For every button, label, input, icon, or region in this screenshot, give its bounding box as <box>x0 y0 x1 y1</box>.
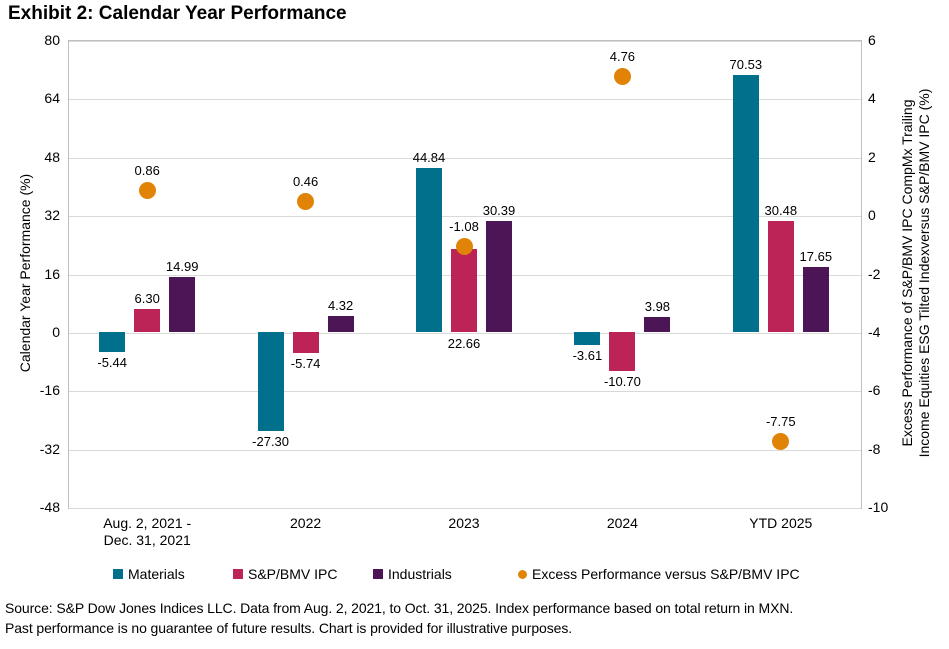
bar-value-label: 3.98 <box>644 299 671 315</box>
bar-s-p-bmv-ipc <box>767 220 794 332</box>
y-tick-label: -48 <box>39 499 60 515</box>
gridline <box>69 332 861 334</box>
y2-tick-label: 6 <box>868 32 876 48</box>
right-axis-title-line2: Income Equities ESG Tilted Indexversus S… <box>916 88 932 458</box>
source-line1: Source: S&P Dow Jones Indices LLC. Data … <box>5 600 794 616</box>
gridline <box>69 449 861 451</box>
y-tick-label: 32 <box>44 207 60 224</box>
excess-performance-dot <box>297 193 315 211</box>
y2-tick-label: -2 <box>868 265 881 282</box>
bar-materials <box>99 331 126 352</box>
x-axis-label: Aug. 2, 2021 - Dec. 31, 2021 <box>103 515 192 548</box>
bar-value-label: -10.70 <box>603 373 641 389</box>
legend-item-excess: Excess Performance versus S&P/BMV IPC <box>518 566 800 582</box>
bar-industrials <box>327 316 354 332</box>
y2-tick-label: -6 <box>868 382 881 399</box>
bar-value-label: 30.39 <box>482 202 516 218</box>
x-axis-label: YTD 2025 <box>749 515 813 531</box>
bar-value-label: -27.30 <box>252 434 290 450</box>
y-tick-label: 48 <box>44 148 60 165</box>
x-axis-label: 2022 <box>290 515 322 531</box>
y-tick-label: 16 <box>44 265 60 282</box>
bar-materials <box>257 331 284 432</box>
bar-industrials <box>169 277 196 332</box>
bar-value-label: -3.61 <box>572 348 603 364</box>
gridline <box>69 508 861 509</box>
y2-tick-label: -4 <box>868 323 881 340</box>
bar-materials <box>574 331 601 346</box>
industrials-swatch-icon <box>373 569 383 579</box>
y2-tick-label: 2 <box>868 148 876 165</box>
bar-value-label: 22.66 <box>447 335 481 351</box>
bar-s-p-bmv-ipc <box>134 308 161 332</box>
bar-value-label: 14.99 <box>165 259 199 275</box>
bar-s-p-bmv-ipc <box>609 331 636 371</box>
materials-swatch-icon <box>113 569 123 579</box>
right-axis-title: Excess Performance of S&P/BMV IPC CompMx… <box>899 89 933 458</box>
source-line2: Past performance is no guarantee of futu… <box>5 620 573 636</box>
gridline <box>69 41 861 42</box>
y2-tick-label: -8 <box>868 440 881 457</box>
bar-value-label: -5.44 <box>97 354 128 370</box>
excess-value-label: 0.46 <box>292 174 319 190</box>
x-axis-label: 2023 <box>448 515 480 531</box>
bar-value-label: 44.84 <box>412 150 446 166</box>
bar-s-p-bmv-ipc <box>292 331 319 353</box>
gridline <box>69 99 861 101</box>
bar-industrials <box>644 317 671 332</box>
legend-label: Materials <box>128 566 185 582</box>
legend-item-industrials: Industrials <box>373 566 452 582</box>
legend: Materials S&P/BMV IPC Industrials Excess… <box>0 566 949 586</box>
y2-tick-label: 0 <box>868 207 876 224</box>
ipc-swatch-icon <box>233 569 243 579</box>
y-tick-label: 80 <box>44 32 60 48</box>
legend-label: Industrials <box>388 566 452 582</box>
bar-value-label: 6.30 <box>134 290 160 306</box>
legend-label: Excess Performance versus S&P/BMV IPC <box>532 566 800 582</box>
x-axis-label: 2024 <box>606 515 638 531</box>
excess-performance-dot <box>772 432 790 450</box>
chart-title: Exhibit 2: Calendar Year Performance <box>8 3 347 24</box>
y-tick-label: 0 <box>52 323 60 340</box>
bar-materials <box>732 74 759 332</box>
bar-value-label: -5.74 <box>290 355 321 371</box>
legend-item-ipc: S&P/BMV IPC <box>233 566 337 582</box>
source-note: Source: S&P Dow Jones Indices LLC. Data … <box>5 598 793 638</box>
gridline <box>69 391 861 393</box>
gridline <box>69 216 861 218</box>
legend-label: S&P/BMV IPC <box>248 566 338 582</box>
y2-tick-label: -10 <box>868 499 889 515</box>
bar-value-label: 30.48 <box>764 202 798 218</box>
bar-value-label: 70.53 <box>729 56 763 72</box>
excess-performance-dot <box>613 67 631 85</box>
bar-s-p-bmv-ipc <box>451 249 477 332</box>
legend-item-materials: Materials <box>113 566 185 582</box>
gridline <box>69 157 861 159</box>
left-axis-title: Calendar Year Performance (%) <box>17 173 33 373</box>
excess-value-label: -1.08 <box>449 219 479 235</box>
bar-value-label: 4.32 <box>327 298 354 314</box>
bar-industrials <box>802 267 829 332</box>
bar-materials <box>416 168 442 332</box>
excess-performance-dot <box>455 238 473 256</box>
bar-industrials <box>486 220 512 332</box>
excess-value-label: -7.75 <box>765 413 796 429</box>
excess-performance-dot <box>138 181 156 199</box>
plot-area <box>68 40 862 509</box>
y-tick-label: -16 <box>39 382 60 399</box>
excess-dot-swatch-icon <box>518 569 527 579</box>
bar-value-label: 17.65 <box>799 249 833 265</box>
y-tick-label: 64 <box>44 90 60 107</box>
y-tick-label: -32 <box>39 440 60 457</box>
excess-value-label: 0.86 <box>134 162 160 178</box>
y2-tick-label: 4 <box>868 90 876 107</box>
right-axis-title-line1: Excess Performance of S&P/BMV IPC CompMx… <box>899 99 915 447</box>
excess-value-label: 4.76 <box>609 48 636 64</box>
